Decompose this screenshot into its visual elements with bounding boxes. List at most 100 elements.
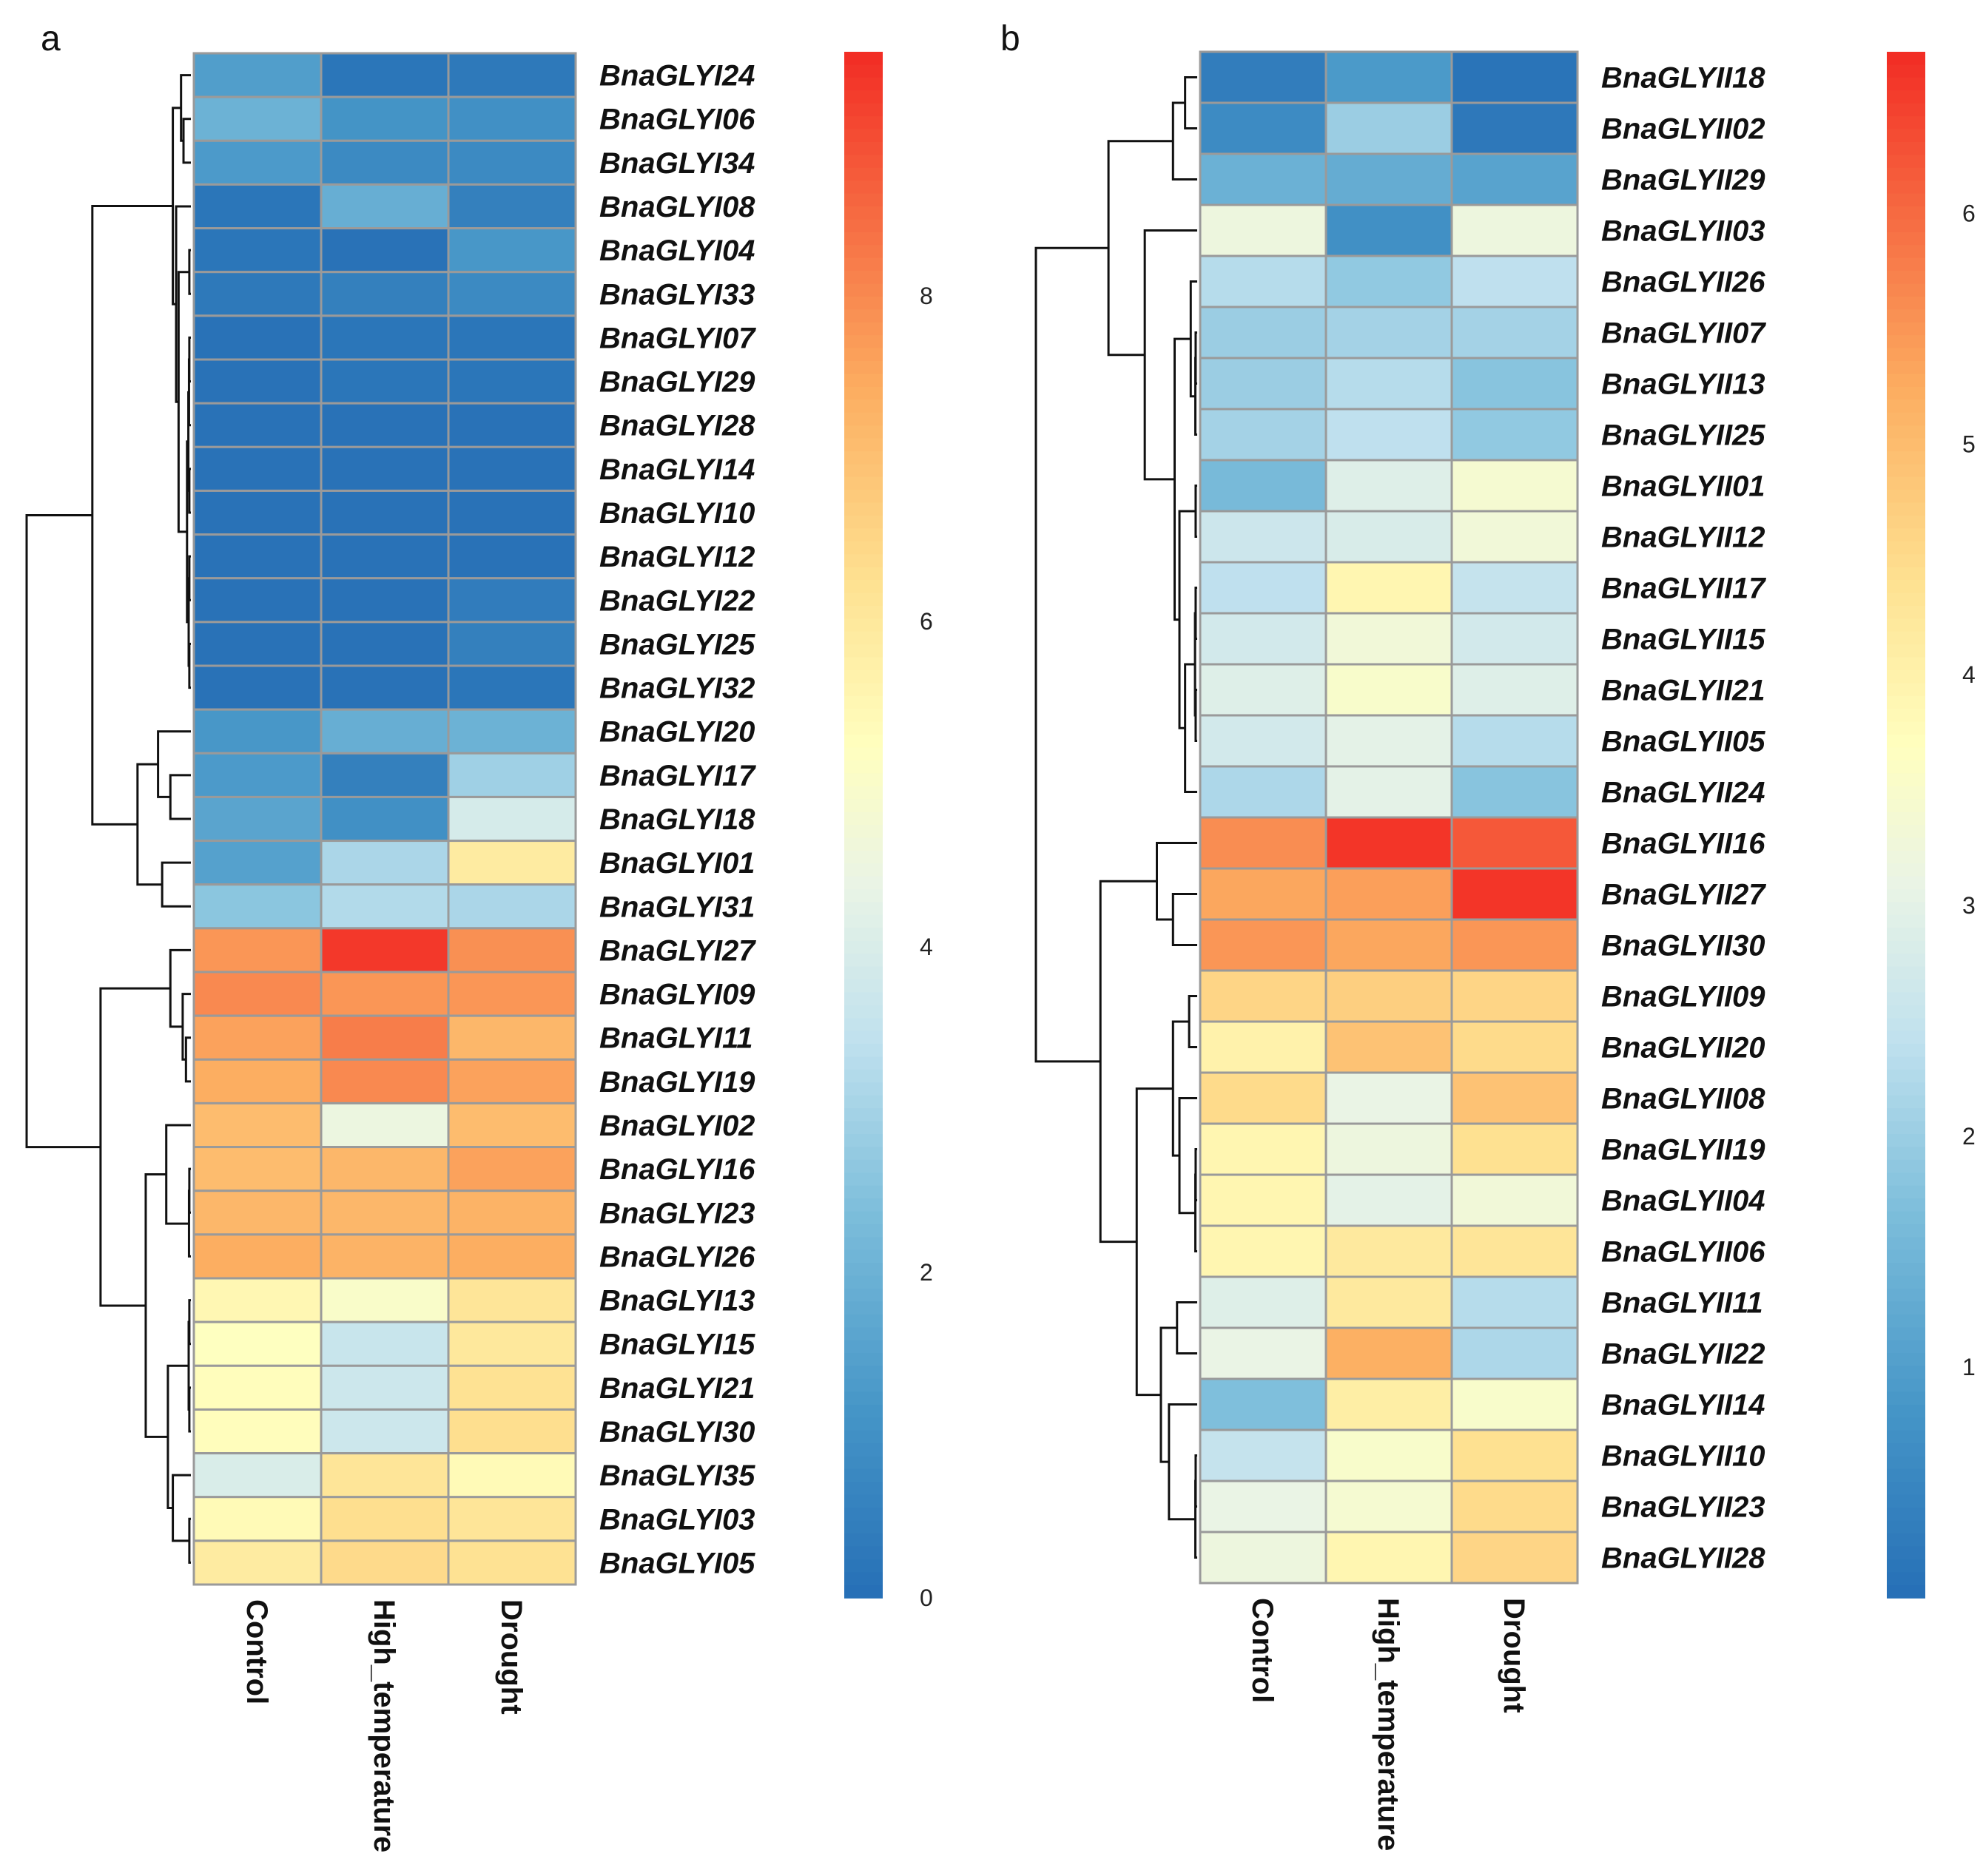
colorbar-segment [1887, 618, 1925, 632]
heatmap-cell [447, 533, 577, 580]
colorbar-segment [1887, 502, 1925, 516]
row-label: BnaGLYI34 [599, 147, 755, 180]
colorbar-segment [1887, 1018, 1925, 1032]
row-label: BnaGLYII19 [1601, 1134, 1765, 1167]
heatmap-cell [1324, 1071, 1453, 1125]
heatmap-cell [320, 1408, 450, 1455]
heatmap-cell [192, 1452, 323, 1499]
heatmap-cell [320, 708, 450, 755]
heatmap-cell [1324, 1224, 1453, 1278]
panel-b-row-labels: BnaGLYII18 BnaGLYII02 BnaGLYII29 BnaGLYII03… [1601, 62, 1766, 1575]
colorbar-segment [1887, 1353, 1925, 1367]
colorbar-segment [844, 438, 883, 452]
heatmap-cell [1199, 1275, 1327, 1329]
colorbar-segment [1887, 709, 1925, 723]
heatmap-cell [320, 314, 450, 361]
colorbar-segment [844, 940, 883, 954]
colorbar-segment [1887, 232, 1925, 246]
column-label: Drought [495, 1599, 528, 1715]
heatmap-cell [1450, 101, 1579, 155]
colorbar-segment [844, 309, 883, 323]
colorbar-segment [844, 1430, 883, 1444]
panel-a-cells [192, 52, 577, 1586]
heatmap-cell [192, 445, 323, 492]
row-label: BnaGLYII11 [1601, 1287, 1763, 1320]
colorbar-segment [1887, 1494, 1925, 1508]
colorbar-segment [1887, 1211, 1925, 1225]
panel-a-dendrogram [25, 74, 191, 1564]
heatmap-cell [192, 227, 323, 274]
heatmap-cell [1450, 1122, 1579, 1176]
colorbar-segment [844, 567, 883, 581]
colorbar-segment [1887, 1082, 1925, 1096]
row-label: BnaGLYI23 [599, 1197, 755, 1229]
heatmap-cell [320, 577, 450, 624]
heatmap-cell [1199, 510, 1327, 564]
colorbar-segment [844, 129, 883, 143]
heatmap-cell [192, 883, 323, 930]
row-label: BnaGLYII21 [1601, 675, 1765, 707]
colorbar-tick-label: 4 [1962, 661, 1976, 688]
colorbar-segment [1887, 141, 1925, 156]
colorbar-segment [844, 1533, 883, 1548]
colorbar-segment [844, 167, 883, 181]
colorbar-segment [844, 954, 883, 968]
heatmap-cell [192, 533, 323, 580]
colorbar-segment [1887, 554, 1925, 568]
heatmap-cell [192, 95, 323, 142]
dendrogram-branch [1173, 337, 1191, 621]
panel-b-dendrogram [1034, 76, 1197, 1559]
heatmap-cell [1199, 1071, 1327, 1125]
row-label: BnaGLYI07 [599, 322, 756, 354]
heatmap-cell [192, 752, 323, 798]
heatmap-cell [320, 1190, 450, 1236]
dendrogram-branch [187, 1190, 191, 1258]
heatmap-cell [1324, 101, 1453, 155]
colorbar-segment [844, 876, 883, 890]
heatmap-cell [320, 1101, 450, 1149]
heatmap-cell [320, 139, 450, 186]
row-label: BnaGLYII13 [1601, 368, 1765, 401]
panel-b-column-labels: Control High_temperature Drought [1246, 1598, 1530, 1851]
dendrogram-branch [1171, 893, 1197, 946]
heatmap-cell [447, 1058, 577, 1104]
heatmap-cell [192, 489, 323, 536]
colorbar-segment [1887, 863, 1925, 877]
heatmap-cell [192, 1190, 323, 1236]
colorbar-segment [1887, 1482, 1925, 1496]
row-label: BnaGLYI20 [599, 716, 755, 749]
heatmap-cell [1450, 1326, 1579, 1380]
colorbar-segment [1887, 1134, 1925, 1148]
heatmap-cell [192, 795, 323, 843]
colorbar-segment [844, 1249, 883, 1263]
colorbar-tick-label: 0 [920, 1585, 933, 1611]
heatmap-cell [1450, 1479, 1579, 1533]
colorbar-segment [1887, 876, 1925, 890]
colorbar-segment [1887, 1121, 1925, 1135]
heatmap-cell [1199, 152, 1327, 206]
colorbar-segment [1887, 735, 1925, 749]
heatmap-cell [447, 402, 577, 448]
colorbar-segment [1887, 206, 1925, 220]
heatmap-cell [320, 1014, 450, 1061]
row-label: BnaGLYI31 [599, 891, 755, 923]
colorbar-segment [1887, 361, 1925, 375]
colorbar-segment [1887, 180, 1925, 195]
colorbar-segment [1887, 219, 1925, 233]
colorbar-segment [1887, 966, 1925, 980]
row-label: BnaGLYI10 [599, 497, 755, 530]
colorbar-segment [1887, 1185, 1925, 1199]
heatmap-cell [447, 227, 577, 274]
heatmap-cell [1199, 612, 1327, 666]
heatmap-cell [1450, 1224, 1579, 1278]
colorbar-segment [844, 271, 883, 285]
colorbar-segment [844, 605, 883, 620]
colorbar-segment [844, 593, 883, 607]
colorbar-segment [844, 361, 883, 375]
heatmap-cell [320, 52, 450, 98]
colorbar-segment [1887, 786, 1925, 800]
colorbar-segment [1887, 1172, 1925, 1187]
row-label: BnaGLYI30 [599, 1416, 755, 1448]
colorbar-segment [1887, 322, 1925, 336]
row-label: BnaGLYI03 [599, 1503, 755, 1536]
